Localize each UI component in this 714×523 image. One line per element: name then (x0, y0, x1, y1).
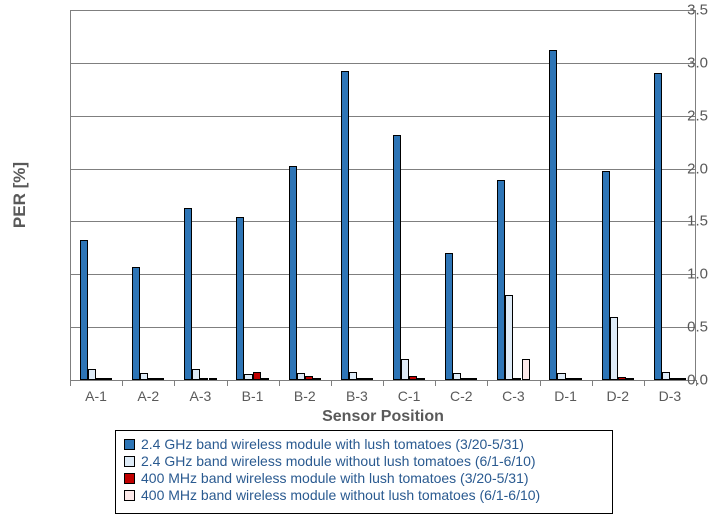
x-tick (227, 380, 228, 386)
x-category-label: B-2 (294, 388, 316, 404)
bar (445, 253, 453, 380)
x-category-label: D-1 (554, 388, 577, 404)
x-category-label: D-3 (659, 388, 682, 404)
legend-label: 2.4 GHz band wireless module with lush t… (141, 436, 524, 452)
x-category-label: A-2 (137, 388, 159, 404)
bar (80, 240, 88, 380)
bar (341, 71, 349, 380)
legend-label: 400 MHz band wireless module with lush t… (141, 470, 529, 486)
bar (505, 295, 513, 380)
bar (566, 378, 574, 380)
bar (349, 372, 357, 380)
x-tick (331, 380, 332, 386)
bar (297, 373, 305, 380)
y-tick-label: 0.5 (644, 319, 708, 336)
gridline (70, 169, 696, 170)
bar (357, 378, 365, 380)
x-tick (70, 380, 71, 386)
x-tick (383, 380, 384, 386)
legend-label: 2.4 GHz band wireless module without lus… (141, 453, 536, 469)
legend-swatch (124, 490, 135, 501)
bar (557, 373, 565, 380)
y-tick-label: 2.0 (644, 160, 708, 177)
bar (574, 378, 582, 380)
x-category-label: A-3 (190, 388, 212, 404)
legend-item: 400 MHz band wireless module with lush t… (124, 470, 604, 486)
bar (401, 359, 409, 380)
bar (96, 378, 104, 380)
legend-item: 2.4 GHz band wireless module without lus… (124, 453, 604, 469)
x-category-label: B-3 (346, 388, 368, 404)
bar (409, 376, 417, 380)
y-tick-label: 3.5 (644, 2, 708, 19)
x-category-label: A-1 (85, 388, 107, 404)
gridline (70, 116, 696, 117)
bar (549, 50, 557, 380)
bar (253, 372, 261, 380)
legend-swatch (124, 456, 135, 467)
x-tick (174, 380, 175, 386)
bar (261, 378, 269, 380)
bar (610, 317, 618, 380)
y-tick-label: 0.0 (644, 372, 708, 389)
bar (313, 378, 321, 380)
bar (513, 378, 521, 380)
gridline (70, 63, 696, 64)
bar (148, 378, 156, 380)
bar (88, 369, 96, 380)
bar (602, 171, 610, 380)
bar (393, 135, 401, 380)
bar (132, 267, 140, 380)
bar (497, 180, 505, 380)
x-tick (644, 380, 645, 386)
legend-item: 400 MHz band wireless module without lus… (124, 487, 604, 503)
bar (104, 378, 112, 380)
x-category-label: C-1 (398, 388, 421, 404)
y-tick-label: 2.5 (644, 107, 708, 124)
y-tick-label: 1.5 (644, 213, 708, 230)
y-tick-label: 3.0 (644, 54, 708, 71)
bar (365, 378, 373, 380)
plot-area (70, 10, 696, 380)
bar (184, 208, 192, 380)
x-axis-title: Sensor Position (70, 408, 696, 426)
legend: 2.4 GHz band wireless module with lush t… (115, 430, 613, 514)
legend-swatch (124, 439, 135, 450)
bar (417, 378, 425, 380)
y-tick-label: 1.0 (644, 266, 708, 283)
x-category-label: D-2 (606, 388, 629, 404)
x-tick (122, 380, 123, 386)
bar (244, 374, 252, 380)
bar (140, 373, 148, 380)
bar (626, 378, 634, 380)
x-category-label: C-3 (502, 388, 525, 404)
legend-label: 400 MHz band wireless module without lus… (141, 487, 540, 503)
x-tick (279, 380, 280, 386)
x-tick (487, 380, 488, 386)
bar (289, 166, 297, 380)
x-tick (435, 380, 436, 386)
bar (453, 373, 461, 380)
bar (200, 378, 208, 380)
x-category-label: C-2 (450, 388, 473, 404)
bar-chart: 0.0 0.5 1.0 1.5 2.0 2.5 3.0 3.5 A-1 A-2 A-3 B-1 B-2 B… (0, 0, 714, 523)
x-tick (540, 380, 541, 386)
x-category-label: B-1 (242, 388, 264, 404)
legend-item: 2.4 GHz band wireless module with lush t… (124, 436, 604, 452)
bar (469, 378, 477, 380)
bar (236, 217, 244, 380)
bar (209, 378, 217, 380)
x-tick (696, 380, 697, 386)
bar (156, 378, 164, 380)
x-tick (592, 380, 593, 386)
bar (305, 376, 313, 380)
legend-swatch (124, 473, 135, 484)
y-axis-title: PER [%] (10, 162, 30, 228)
bar (522, 359, 530, 380)
bar (618, 377, 626, 380)
bar (192, 369, 200, 380)
bar (461, 378, 469, 380)
